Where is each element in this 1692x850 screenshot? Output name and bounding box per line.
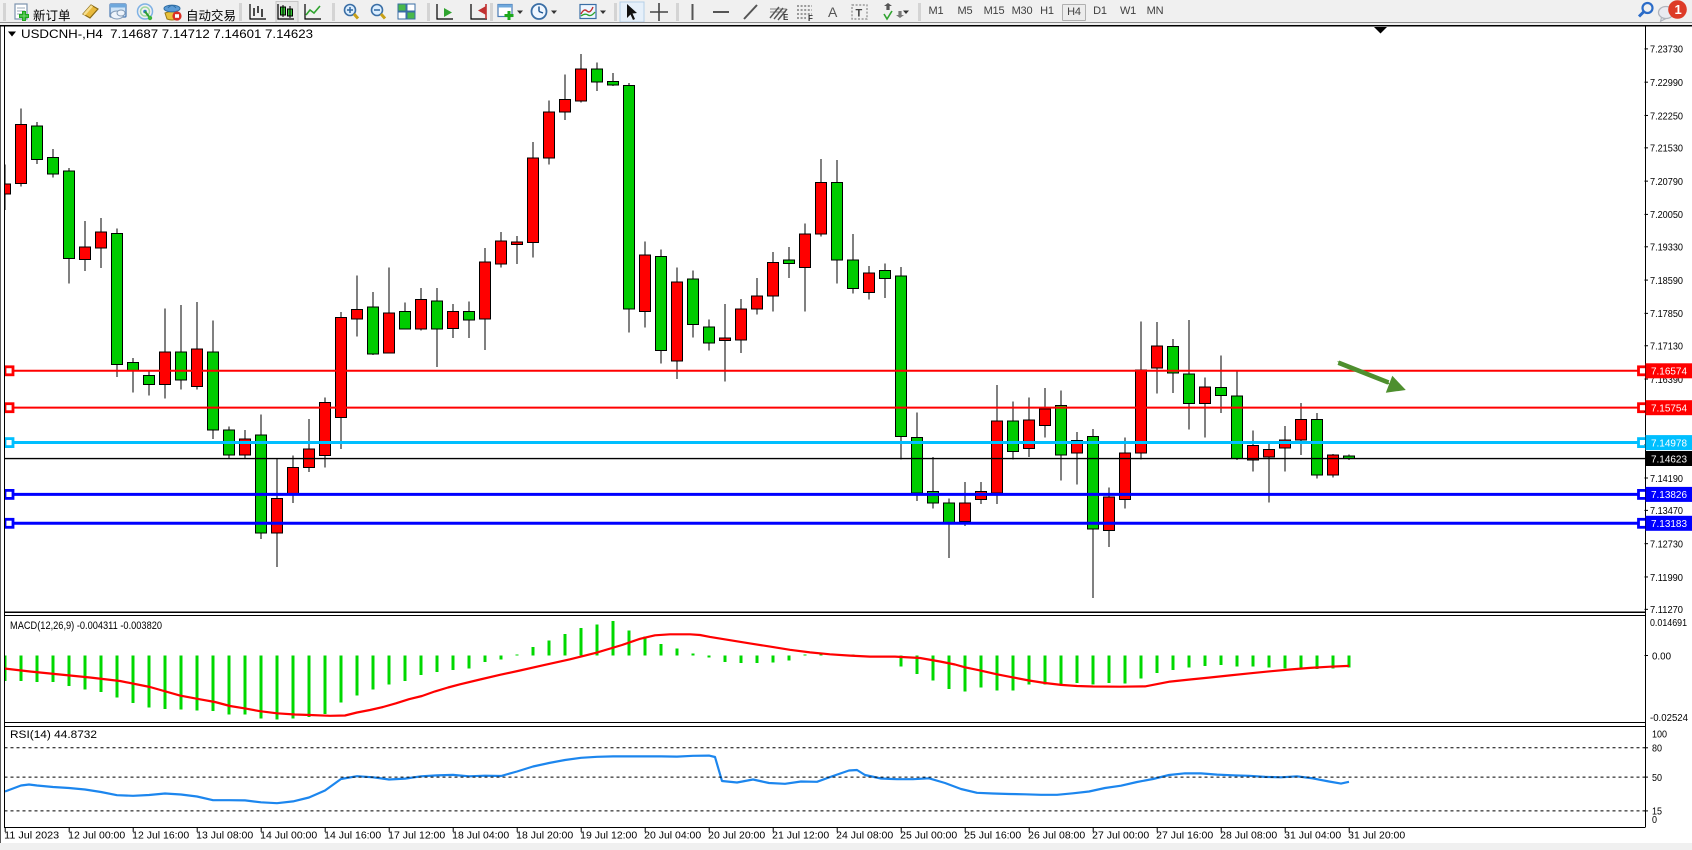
svg-text:1: 1 — [1675, 2, 1682, 17]
svg-text:13 Jul 08:00: 13 Jul 08:00 — [196, 831, 253, 842]
svg-text:7.11270: 7.11270 — [1650, 604, 1683, 616]
svg-text:7.20790: 7.20790 — [1650, 176, 1683, 188]
svg-text:100: 100 — [1652, 729, 1667, 741]
svg-text:7.13826: 7.13826 — [1651, 489, 1687, 501]
svg-text:MACD(12,26,9) -0.004311 -0.003: MACD(12,26,9) -0.004311 -0.003820 — [10, 620, 162, 632]
svg-text:21 Jul 12:00: 21 Jul 12:00 — [772, 831, 829, 842]
svg-text:F: F — [808, 14, 813, 23]
svg-text:7.13183: 7.13183 — [1651, 518, 1687, 530]
svg-text:-0.02524: -0.02524 — [1650, 712, 1688, 724]
svg-text:7.20050: 7.20050 — [1650, 209, 1683, 221]
svg-text:25 Jul 16:00: 25 Jul 16:00 — [964, 831, 1021, 842]
svg-text:T: T — [856, 8, 863, 20]
svg-text:7.11990: 7.11990 — [1650, 572, 1683, 584]
svg-text:7.22990: 7.22990 — [1650, 77, 1683, 89]
svg-text:7.16574: 7.16574 — [1651, 366, 1687, 378]
svg-text:14 Jul 16:00: 14 Jul 16:00 — [324, 831, 381, 842]
svg-text:17 Jul 12:00: 17 Jul 12:00 — [388, 831, 445, 842]
svg-text:7.17850: 7.17850 — [1650, 308, 1683, 320]
svg-text:7.13470: 7.13470 — [1650, 505, 1683, 517]
svg-text:7.17130: 7.17130 — [1650, 341, 1683, 353]
svg-text:12 Jul 00:00: 12 Jul 00:00 — [68, 831, 125, 842]
svg-text:31 Jul 20:00: 31 Jul 20:00 — [1348, 831, 1405, 842]
svg-text:RSI(14) 44.8732: RSI(14) 44.8732 — [10, 729, 97, 741]
svg-text:14 Jul 00:00: 14 Jul 00:00 — [260, 831, 317, 842]
svg-text:12 Jul 16:00: 12 Jul 16:00 — [132, 831, 189, 842]
svg-text:15: 15 — [1652, 806, 1662, 818]
svg-text:80: 80 — [1652, 743, 1662, 755]
svg-text:7.21530: 7.21530 — [1650, 143, 1683, 155]
svg-text:0.014691: 0.014691 — [1650, 617, 1687, 629]
svg-text:18 Jul 04:00: 18 Jul 04:00 — [452, 831, 509, 842]
svg-text:20 Jul 04:00: 20 Jul 04:00 — [644, 831, 701, 842]
svg-text:26 Jul 08:00: 26 Jul 08:00 — [1028, 831, 1085, 842]
svg-text:7.12730: 7.12730 — [1650, 539, 1683, 551]
svg-text:7.14978: 7.14978 — [1651, 437, 1687, 449]
svg-text:E: E — [783, 13, 789, 22]
svg-text:50: 50 — [1652, 772, 1662, 784]
svg-text:27 Jul 00:00: 27 Jul 00:00 — [1092, 831, 1149, 842]
svg-text:18 Jul 20:00: 18 Jul 20:00 — [516, 831, 573, 842]
svg-text:28 Jul 08:00: 28 Jul 08:00 — [1220, 831, 1277, 842]
svg-text:25 Jul 00:00: 25 Jul 00:00 — [900, 831, 957, 842]
svg-text:7.22250: 7.22250 — [1650, 110, 1683, 122]
svg-text:19 Jul 12:00: 19 Jul 12:00 — [580, 831, 637, 842]
svg-text:7.18590: 7.18590 — [1650, 275, 1683, 287]
svg-text:7.14623: 7.14623 — [1651, 453, 1687, 465]
svg-text:7.19330: 7.19330 — [1650, 242, 1683, 254]
svg-text:27 Jul 16:00: 27 Jul 16:00 — [1156, 831, 1213, 842]
svg-text:7.14190: 7.14190 — [1650, 473, 1683, 485]
svg-text:0.00: 0.00 — [1652, 650, 1671, 662]
svg-text:7.23730: 7.23730 — [1650, 44, 1683, 56]
svg-text:A: A — [828, 4, 838, 20]
svg-text:20 Jul 20:00: 20 Jul 20:00 — [708, 831, 765, 842]
svg-text:31 Jul 04:00: 31 Jul 04:00 — [1284, 831, 1341, 842]
svg-text:7.15754: 7.15754 — [1651, 403, 1687, 415]
svg-text:USDCNH-,H4 7.14687 7.14712 7.: USDCNH-,H4 7.14687 7.14712 7.14601 7.146… — [21, 27, 313, 41]
svg-text:0: 0 — [1652, 814, 1657, 826]
svg-text:11 Jul 2023: 11 Jul 2023 — [4, 831, 59, 842]
svg-text:24 Jul 08:00: 24 Jul 08:00 — [836, 831, 893, 842]
